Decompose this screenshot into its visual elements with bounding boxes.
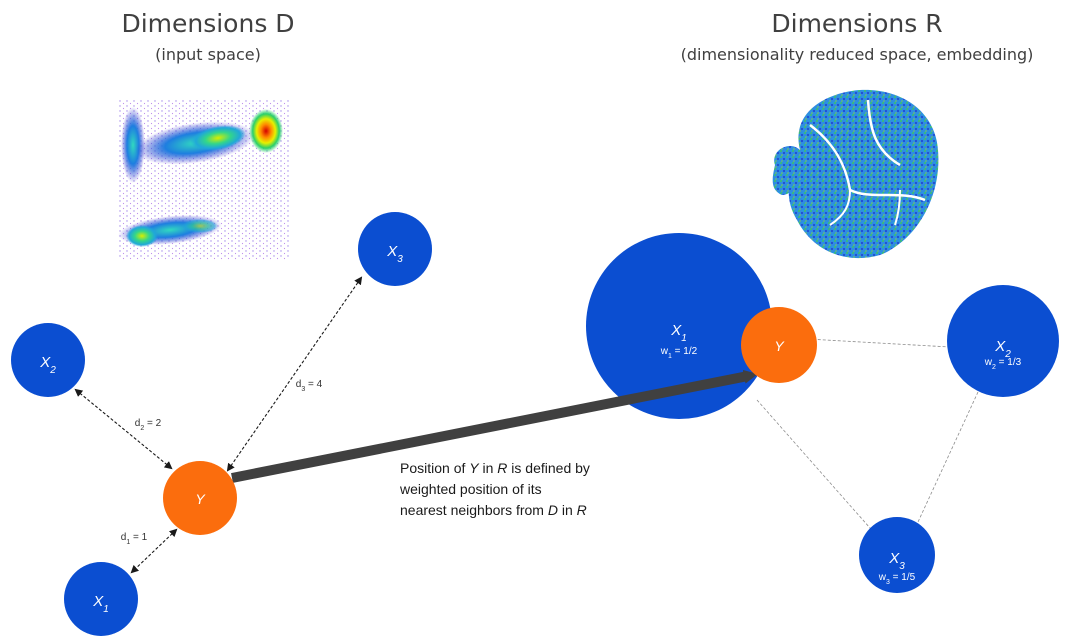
caption-line-2: weighted position of its [399,481,542,497]
caption-line-3: nearest neighbors from D in R [400,502,587,518]
x1-node-d [64,562,138,636]
distance-arrows-d [74,276,363,574]
x3-label-r: X3 [888,550,905,572]
x3-label-d: X3 [386,243,403,265]
x2-label-r: X2 [994,338,1011,360]
mapping-caption: Position of Y in R is defined by weighte… [399,460,590,518]
right-subtitle: (dimensionality reduced space, embedding… [681,45,1034,64]
d1-arrow [130,528,178,574]
right-title: Dimensions R [771,9,942,38]
d3-arrow [226,276,363,472]
d3-label: d3 = 4 [296,379,323,393]
d2-label: d2 = 2 [135,418,162,432]
y-node-d [163,461,237,535]
embedding-space-tsne-plot [772,89,939,259]
left-title: Dimensions D [121,9,294,38]
x2-label-d: X2 [39,354,56,376]
x1-label-d: X1 [92,593,109,615]
x1-node-r [586,233,772,419]
caption-line-1: Position of Y in R is defined by [400,460,590,476]
link-x2-x3 [911,391,979,536]
input-space-density-plot [118,100,290,260]
x2-node-r [947,285,1059,397]
w3-label: w3 = 1/5 [878,572,916,586]
w2-label: w2 = 1/3 [984,357,1022,371]
x3-node-r [859,517,935,593]
link-y-x3 [756,399,886,546]
left-subtitle: (input space) [155,45,261,64]
y-label-d: Y [195,491,206,507]
x2-node-d [11,323,85,397]
d1-label: d1 = 1 [121,532,148,546]
x3-node-d [358,212,432,286]
d2-arrow [74,388,173,470]
w1-label: w1 = 1/2 [660,346,698,360]
y-node-r [741,307,817,383]
x1-label-r: X1 [670,322,687,344]
y-label-r: Y [774,338,785,354]
